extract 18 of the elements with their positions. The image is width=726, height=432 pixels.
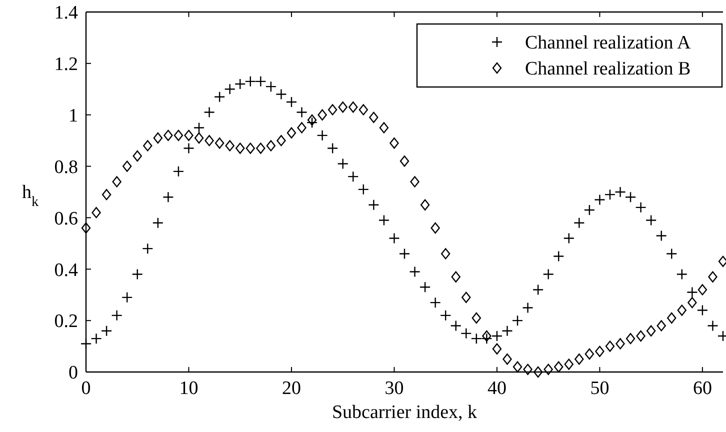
x-tick-label: 30 bbox=[384, 378, 404, 399]
y-tick-label: 0.2 bbox=[54, 311, 78, 332]
y-tick-label: 1.2 bbox=[54, 54, 78, 76]
x-tick-label: 20 bbox=[282, 378, 301, 399]
x-tick-label: 60 bbox=[692, 378, 712, 399]
y-tick-label: 0.6 bbox=[54, 208, 78, 230]
y-tick-label: 0.4 bbox=[54, 260, 78, 281]
y-tick-label: 1 bbox=[68, 106, 78, 127]
y-axis-title: h$_{k}$ bbox=[22, 182, 40, 210]
y-tick-label: 1.4 bbox=[54, 2, 78, 24]
legend-label: Channel realization B bbox=[525, 58, 691, 80]
y-tick-label: 0 bbox=[68, 362, 78, 384]
legend-label: Channel realization A bbox=[525, 32, 691, 54]
x-axis-title: Subcarrier index, k bbox=[332, 402, 478, 423]
x-tick-label: 40 bbox=[487, 378, 506, 399]
y-tick-label: 0.8 bbox=[54, 156, 78, 178]
x-tick-label: 10 bbox=[179, 378, 198, 399]
x-tick-label: 50 bbox=[590, 378, 610, 399]
